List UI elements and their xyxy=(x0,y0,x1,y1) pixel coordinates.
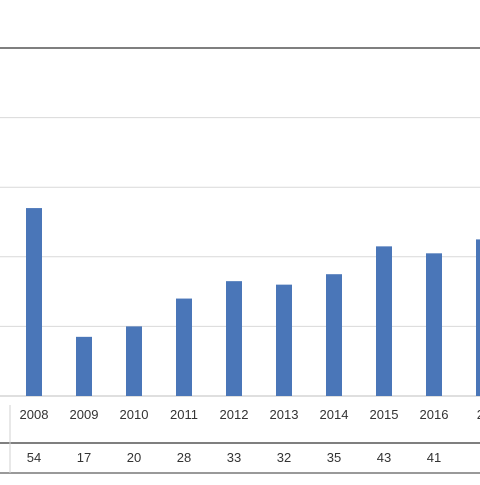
bar-20 xyxy=(476,239,480,396)
bar-2015 xyxy=(376,246,392,396)
bar-2016 xyxy=(426,253,442,396)
bars xyxy=(26,208,480,396)
table-cell-value: 28 xyxy=(177,450,191,465)
table-cell-value: 41 xyxy=(427,450,441,465)
table-cell-value: 20 xyxy=(127,450,141,465)
x-tick-label: 2012 xyxy=(220,407,249,422)
table-cell-value: 43 xyxy=(377,450,391,465)
bar-2010 xyxy=(126,326,142,396)
bar-2008 xyxy=(26,208,42,396)
x-tick-label: 2008 xyxy=(20,407,49,422)
bar-2009 xyxy=(76,336,92,396)
x-tick-label: 2010 xyxy=(120,407,149,422)
x-tick-label: 2015 xyxy=(370,407,399,422)
table-cell-value: 32 xyxy=(277,450,291,465)
bar-2011 xyxy=(176,298,192,396)
x-tick-label: 2016 xyxy=(420,407,449,422)
bar-2012 xyxy=(226,281,242,396)
bar-2014 xyxy=(326,274,342,396)
table-cell-value: 17 xyxy=(77,450,91,465)
x-tick-label: 20 xyxy=(477,407,480,422)
table-cell-value: 54 xyxy=(27,450,41,465)
bar-2013 xyxy=(276,284,292,396)
data-table: 5417202833323543414 xyxy=(0,405,480,474)
x-tick-label: 2011 xyxy=(170,407,198,422)
x-tick-labels: 2008 2009 2010 2011 2012 2013 2014 2015 2016 20 xyxy=(20,407,480,422)
x-tick-label: 2009 xyxy=(70,407,99,422)
x-tick-label: 2014 xyxy=(320,407,349,422)
table-cell-value: 33 xyxy=(227,450,241,465)
table-cell-value: 35 xyxy=(327,450,341,465)
x-tick-label: 2013 xyxy=(270,407,299,422)
